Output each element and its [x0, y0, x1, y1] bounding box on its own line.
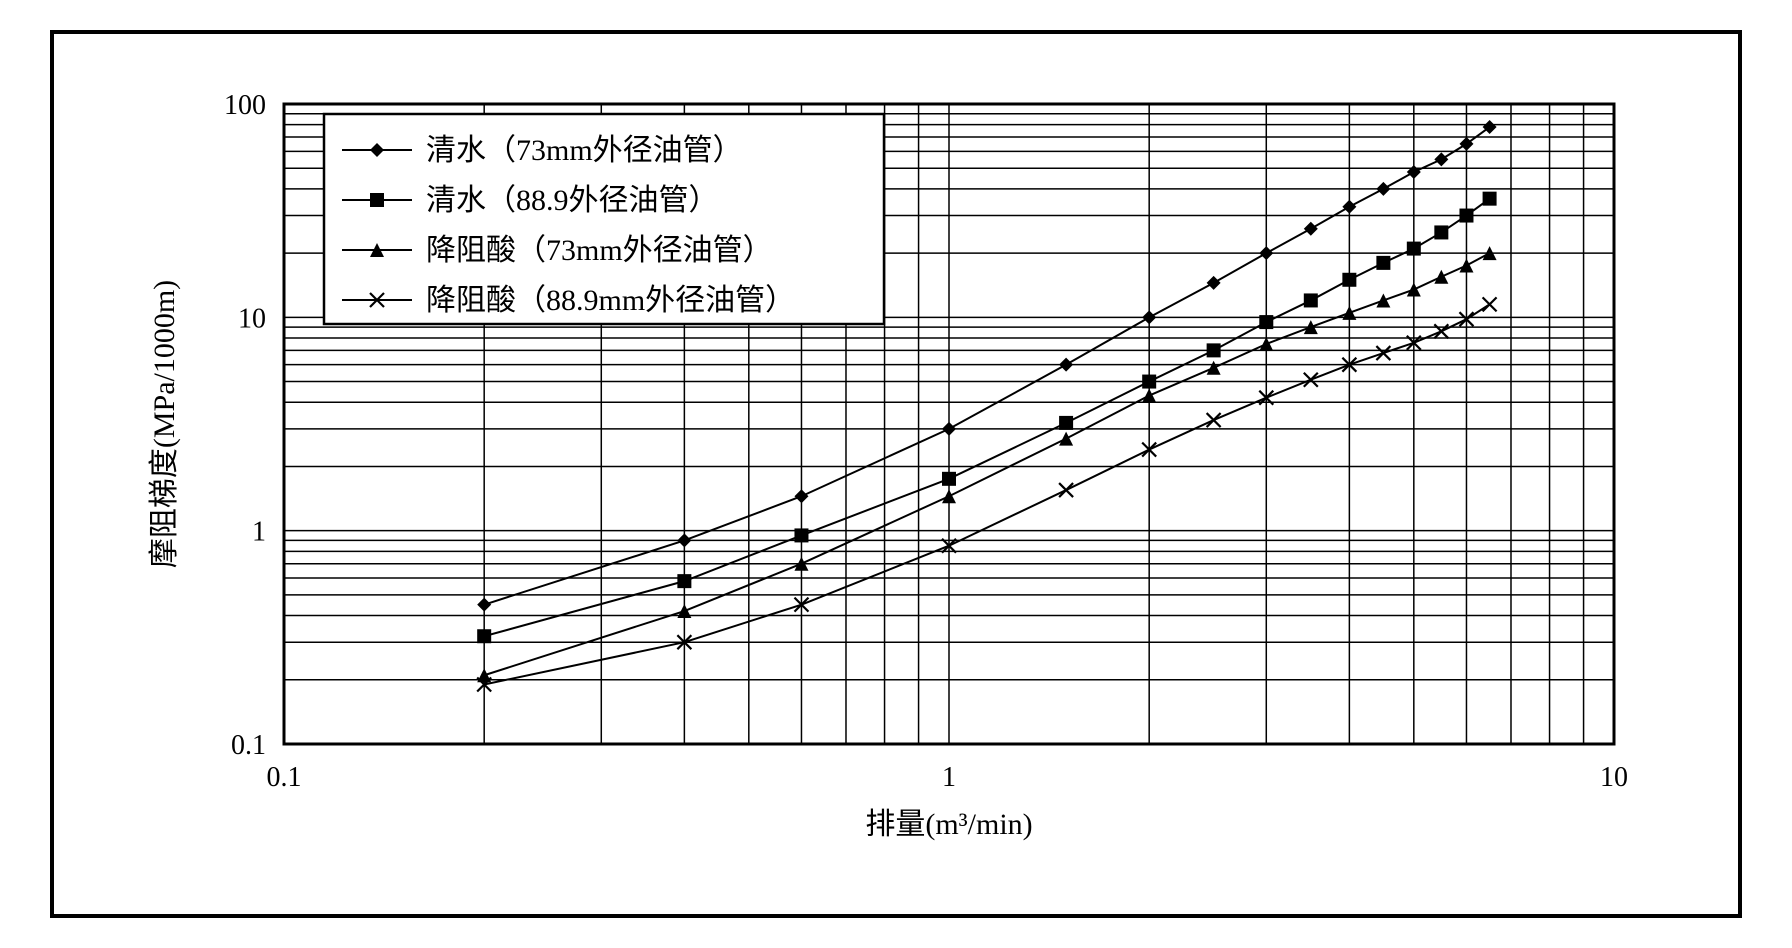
svg-text:1: 1 [252, 517, 266, 548]
chart-svg: 0.1 1 10 0.1 1 10 100 排量(m³/min) 摩阻梯度(MPa/1000m)… [124, 84, 1674, 864]
legend-label-3: 降阻酸（88.9mm外径油管） [426, 284, 795, 317]
svg-text:0.1: 0.1 [267, 762, 302, 793]
svg-text:100: 100 [224, 90, 266, 121]
svg-text:10: 10 [238, 303, 266, 334]
y-axis-label: 摩阻梯度(MPa/1000m) [148, 280, 181, 568]
chart-outer-frame: 0.1 1 10 0.1 1 10 100 排量(m³/min) 摩阻梯度(MPa/1000m)… [50, 30, 1742, 918]
svg-text:10: 10 [1600, 762, 1628, 793]
svg-text:1: 1 [942, 762, 956, 793]
chart-container: 0.1 1 10 0.1 1 10 100 排量(m³/min) 摩阻梯度(MPa/1000m)… [124, 84, 1674, 864]
legend-label-1: 清水（88.9外径油管） [426, 184, 719, 217]
x-axis-label: 排量(m³/min) [865, 808, 1032, 841]
legend-label-2: 降阻酸（73mm外径油管） [426, 234, 773, 267]
legend-label-0: 清水（73mm外径油管） [426, 134, 743, 167]
legend: 清水（73mm外径油管） 清水（88.9外径油管） 降阻酸（73mm外径油管） 降阻酸… [324, 114, 884, 324]
svg-text:0.1: 0.1 [231, 730, 266, 761]
